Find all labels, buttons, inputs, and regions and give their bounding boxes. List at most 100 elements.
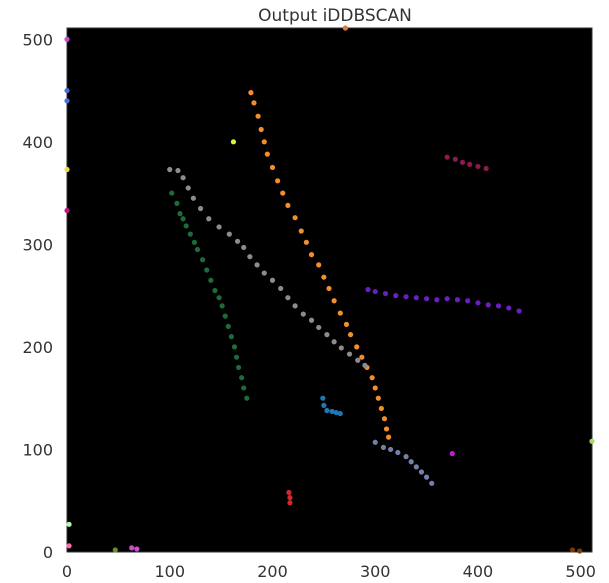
cluster-1-point-6 (206, 216, 212, 222)
cluster-6-point-3 (467, 161, 473, 167)
cluster-0-point-30 (385, 434, 392, 440)
cluster-1-point-13 (261, 270, 267, 276)
cluster-11-point-0 (64, 87, 70, 94)
cluster-1-point-1 (175, 167, 181, 174)
x-tick-labels: 0 100 200 300 400 500 (62, 562, 596, 581)
y-tick-labels: 0 100 200 300 400 500 (22, 30, 53, 562)
cluster-4-point-5 (408, 459, 414, 465)
x-tick-label: 200 (257, 562, 288, 581)
cluster-0-point-10 (292, 215, 298, 221)
cluster-2-point-6 (191, 239, 197, 245)
cluster-2-point-2 (177, 211, 183, 217)
cluster-1-point-15 (278, 285, 284, 292)
cluster-3-point-8 (444, 296, 450, 302)
cluster-1-point-24 (346, 351, 353, 357)
cluster-3-point-15 (516, 308, 522, 314)
y-tick-label: 200 (22, 338, 53, 357)
cluster-4-point-7 (418, 469, 425, 475)
cluster-6-point-0 (444, 154, 450, 160)
x-tick-label: 0 (62, 562, 72, 581)
cluster-16-point-0 (569, 547, 576, 553)
cluster-0-point-21 (354, 344, 360, 350)
cluster-0-point-17 (331, 298, 337, 304)
cluster-1-point-21 (324, 332, 330, 338)
cluster-4-point-4 (403, 454, 409, 460)
cluster-2-point-3 (180, 216, 186, 222)
cluster-1-point-20 (316, 324, 322, 331)
x-tick-label: 100 (154, 562, 185, 581)
cluster-17-point-0 (112, 547, 118, 553)
cluster-2 (169, 190, 250, 401)
cluster-2-point-4 (183, 223, 189, 229)
cluster-1-point-0 (167, 166, 173, 173)
cluster-3-point-11 (475, 300, 481, 306)
cluster-0-point-26 (375, 395, 381, 401)
cluster-0-point-28 (381, 416, 388, 422)
cluster-1-point-16 (285, 295, 291, 301)
y-tick-label: 100 (22, 440, 53, 459)
cluster-4-point-1 (380, 444, 387, 451)
cluster-2-point-10 (208, 277, 214, 283)
cluster-3-point-4 (403, 294, 409, 300)
cluster-6-point-4 (475, 163, 481, 170)
cluster-0-point-9 (285, 202, 291, 209)
cluster-4 (372, 439, 435, 486)
cluster-1-point-11 (247, 254, 253, 260)
cluster-1 (167, 166, 368, 368)
cluster-0-point-0 (248, 90, 254, 96)
cluster-0-point-16 (326, 285, 332, 292)
cluster-1-point-17 (292, 303, 298, 309)
cluster-0-point-14 (316, 262, 322, 268)
cluster-6-point-2 (459, 159, 466, 165)
x-tick-label: 300 (360, 562, 391, 581)
cluster-3-point-1 (372, 288, 378, 295)
cluster-9-point-0 (449, 450, 455, 457)
cluster-14-point-0 (64, 166, 70, 173)
cluster-0-point-24 (369, 375, 375, 381)
cluster-0-point-13 (308, 252, 315, 258)
cluster-1-point-9 (234, 238, 241, 244)
cluster-2-point-1 (174, 200, 180, 206)
cluster-7-point-1 (287, 495, 293, 501)
chart-title: Output iDDBSCAN (258, 6, 412, 26)
cluster-1-point-12 (254, 262, 260, 268)
cluster-2-point-8 (200, 257, 206, 263)
cluster-3 (365, 286, 522, 314)
cluster-0-point-2 (255, 113, 261, 119)
cluster-1-point-14 (269, 277, 276, 283)
cluster-2-point-5 (187, 231, 193, 237)
cluster-5-point-2 (324, 407, 330, 414)
cluster-4-point-6 (413, 464, 419, 470)
cluster-3-point-0 (365, 286, 371, 293)
cluster-1-point-18 (300, 311, 306, 317)
cluster-2-point-18 (233, 354, 240, 360)
cluster-3-point-10 (465, 298, 471, 304)
cluster-4-point-8 (423, 474, 430, 480)
cluster-0-point-1 (251, 100, 257, 106)
cluster-4-point-0 (372, 439, 378, 445)
cluster-1-point-5 (197, 205, 204, 212)
cluster-0-point-18 (337, 310, 343, 316)
cluster-3-point-7 (434, 297, 440, 303)
cluster-2-point-0 (169, 190, 175, 196)
cluster-0-point-29 (383, 426, 390, 432)
cluster-4-point-9 (429, 480, 435, 486)
cluster-10-point-0 (589, 438, 595, 444)
cluster-0-point-11 (298, 228, 304, 234)
cluster-3-point-14 (506, 305, 512, 311)
cluster-2-point-12 (216, 295, 222, 301)
cluster-3-point-12 (485, 302, 491, 308)
y-tick-label: 400 (22, 133, 53, 152)
cluster-0-point-12 (303, 239, 309, 245)
cluster-6-point-1 (452, 156, 458, 162)
cluster-15 (66, 521, 72, 527)
cluster-12-point-2 (134, 546, 140, 552)
cluster-3-point-6 (423, 296, 430, 302)
cluster-1-point-23 (338, 345, 344, 351)
cluster-2-point-15 (225, 323, 231, 330)
cluster-9 (449, 450, 455, 457)
cluster-2-point-16 (228, 334, 234, 340)
cluster-2-point-22 (244, 395, 250, 401)
cluster-1-point-25 (355, 357, 361, 363)
